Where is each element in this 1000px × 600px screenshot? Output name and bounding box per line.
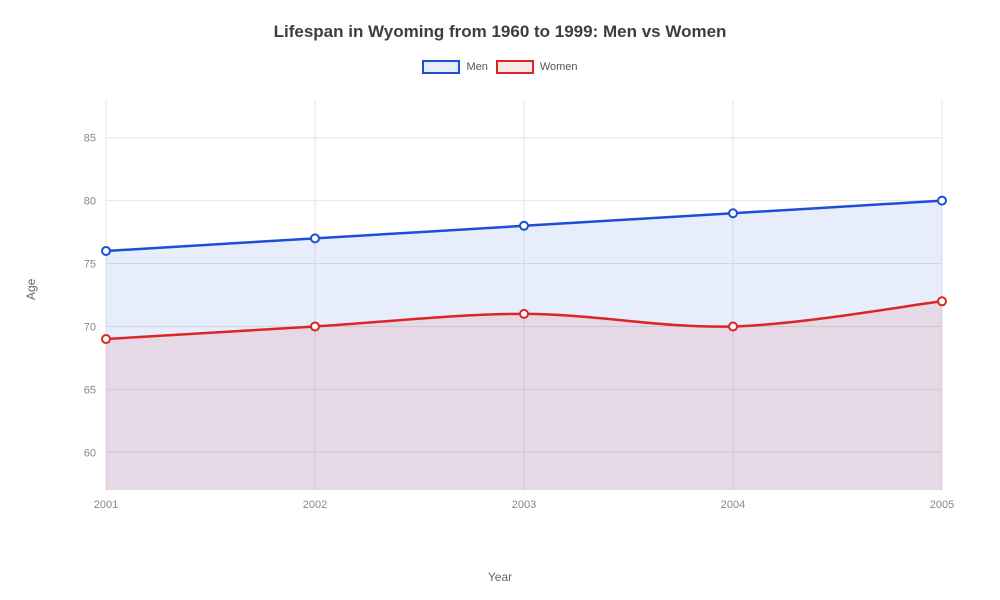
data-point[interactable] xyxy=(102,335,110,343)
data-point[interactable] xyxy=(520,310,528,318)
legend-swatch-men xyxy=(422,60,460,74)
data-point[interactable] xyxy=(520,222,528,230)
legend-label-women: Women xyxy=(540,61,578,73)
data-point[interactable] xyxy=(938,197,946,205)
x-tick-label: 2005 xyxy=(930,499,954,511)
legend-swatch-women xyxy=(496,60,534,74)
data-point[interactable] xyxy=(102,247,110,255)
y-tick-label: 80 xyxy=(84,196,96,208)
y-axis-title: Age xyxy=(24,279,38,300)
x-tick-label: 2003 xyxy=(512,499,536,511)
plot-svg: 60 65 70 75 80 85 2001 2002 2003 2004 2005 xyxy=(72,92,952,524)
y-tick-label: 65 xyxy=(84,384,96,396)
x-tick-label: 2004 xyxy=(721,499,745,511)
legend-label-men: Men xyxy=(466,61,487,73)
y-tick-label: 70 xyxy=(84,321,96,333)
plot-area: 60 65 70 75 80 85 2001 2002 2003 2004 2005 xyxy=(72,92,952,524)
data-point[interactable] xyxy=(938,297,946,305)
data-point[interactable] xyxy=(729,209,737,217)
y-tick-label: 60 xyxy=(84,447,96,459)
legend-item-women[interactable]: Women xyxy=(496,60,578,74)
data-point[interactable] xyxy=(729,322,737,330)
chart-title: Lifespan in Wyoming from 1960 to 1999: M… xyxy=(0,0,1000,42)
x-axis-title: Year xyxy=(0,570,1000,584)
x-tick-label: 2001 xyxy=(94,499,118,511)
x-tick-label: 2002 xyxy=(303,499,327,511)
data-point[interactable] xyxy=(311,322,319,330)
data-point[interactable] xyxy=(311,234,319,242)
chart-legend: Men Women xyxy=(0,60,1000,74)
y-tick-label: 85 xyxy=(84,133,96,145)
legend-item-men[interactable]: Men xyxy=(422,60,487,74)
y-tick-label: 75 xyxy=(84,259,96,271)
